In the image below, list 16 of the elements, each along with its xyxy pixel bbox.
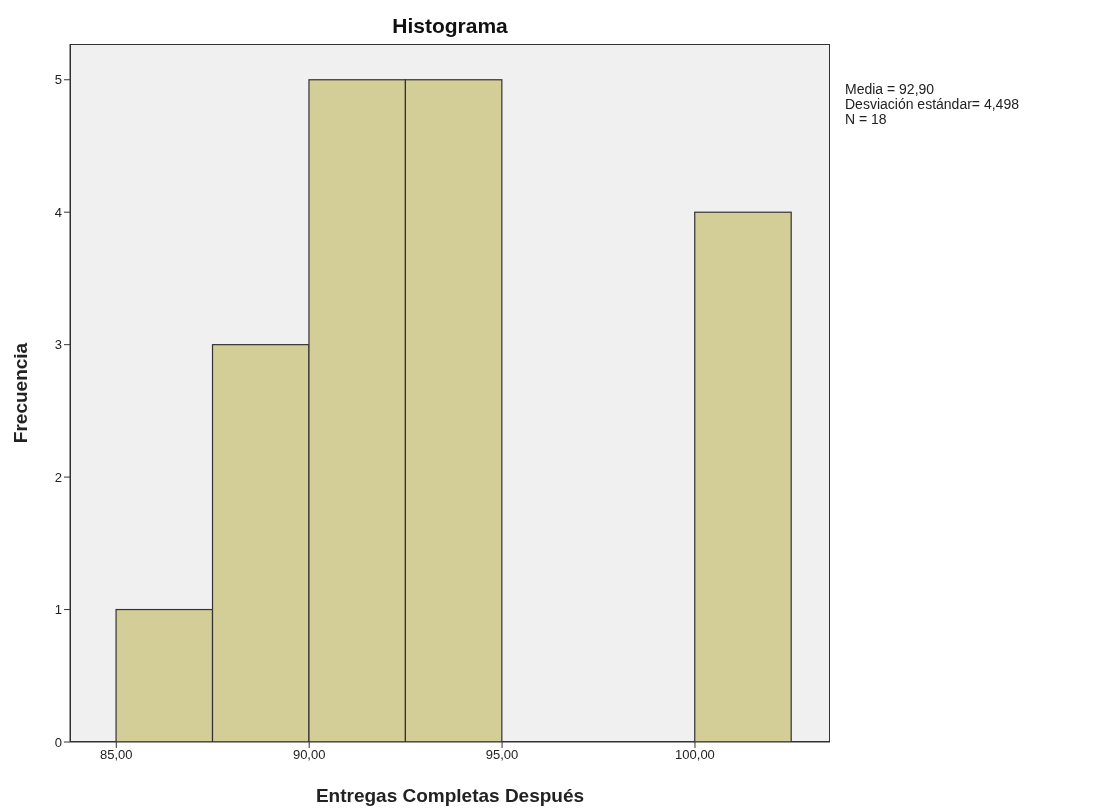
y-tick-label: 4 [54,204,62,220]
chart-title: Histograma [391,14,509,38]
text: Media = 92,90 [845,81,936,97]
text: N = 18 [845,111,888,127]
y-tick-label: 0 [54,734,62,750]
y-tick-label: 5 [54,72,62,88]
x-tick-label: 90,00 [292,747,326,763]
x-tick-label: 85,00 [100,747,133,763]
y-tick-label: 3 [54,337,62,353]
x-tick-label: 100,00 [675,747,715,763]
text: Desviación estándar= 4,498 [845,96,1019,112]
y-tick-label: 1 [54,602,62,618]
x-axis-title: Entregas Completas Después [315,785,585,806]
x-tick-label: 95,00 [485,747,519,763]
y-tick-label: 2 [54,469,62,485]
y-axis-title: Frecuencia [9,342,31,444]
